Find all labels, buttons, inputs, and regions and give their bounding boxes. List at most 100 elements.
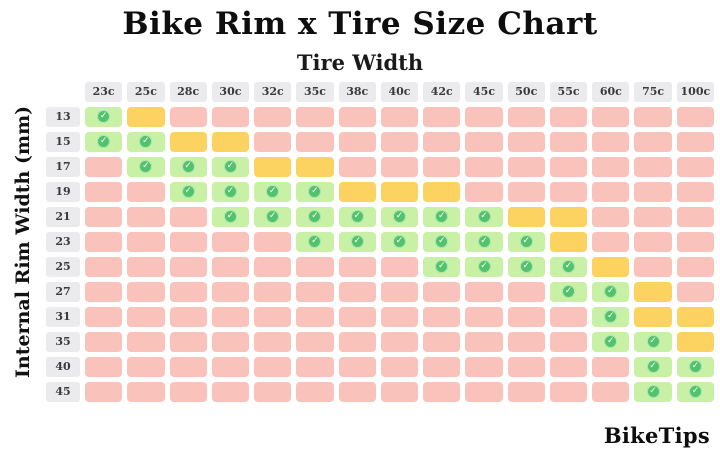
check-icon: ✓ xyxy=(350,235,364,249)
check-icon: ✓ xyxy=(477,210,491,224)
grid-cell xyxy=(254,306,292,327)
check-icon: ✓ xyxy=(562,285,576,299)
grid-cell xyxy=(296,106,334,127)
grid-cell xyxy=(423,306,461,327)
check-icon: ✓ xyxy=(181,160,195,174)
grid-cell: ✓ xyxy=(549,281,588,302)
grid-cell xyxy=(338,156,376,177)
grid-cell xyxy=(676,256,714,277)
grid-cell xyxy=(423,156,461,177)
grid-cell: ✓ xyxy=(169,181,207,202)
grid-cell xyxy=(169,131,207,152)
grid-cell xyxy=(423,381,461,402)
grid-cell xyxy=(507,131,545,152)
grid-cell xyxy=(592,356,630,377)
grid-cell: ✓ xyxy=(127,131,165,152)
grid-cell xyxy=(296,131,334,152)
grid-cell xyxy=(423,281,461,302)
grid-cell xyxy=(127,306,165,327)
check-icon: ✓ xyxy=(392,235,406,249)
grid-cell xyxy=(592,131,630,152)
grid-cell xyxy=(338,131,376,152)
col-header: 35c xyxy=(296,81,334,102)
grid-cell xyxy=(169,256,207,277)
grid-cell xyxy=(85,356,123,377)
grid-cell xyxy=(127,231,165,252)
grid-corner-spacer xyxy=(46,82,80,102)
grid-cell xyxy=(127,181,165,202)
grid-cell xyxy=(211,131,250,152)
grid-cell xyxy=(676,106,714,127)
grid-cell xyxy=(592,181,630,202)
grid-cell: ✓ xyxy=(211,181,250,202)
grid-cell xyxy=(211,231,250,252)
grid-cell: ✓ xyxy=(423,206,461,227)
check-icon: ✓ xyxy=(519,260,533,274)
grid-cell xyxy=(507,381,545,402)
grid-cell xyxy=(465,356,503,377)
col-header: 100c xyxy=(676,81,714,102)
check-icon: ✓ xyxy=(266,185,280,199)
grid-cell: ✓ xyxy=(211,206,250,227)
grid-cell xyxy=(676,306,714,327)
grid-cell xyxy=(338,181,376,202)
col-header: 42c xyxy=(423,81,461,102)
row-label: 27 xyxy=(46,281,80,302)
grid-cell xyxy=(634,106,672,127)
grid-cell xyxy=(169,231,207,252)
check-icon: ✓ xyxy=(308,210,322,224)
grid-cell xyxy=(676,231,714,252)
grid-cell xyxy=(380,331,419,352)
grid-cell: ✓ xyxy=(465,206,503,227)
grid-cell xyxy=(296,281,334,302)
check-icon: ✓ xyxy=(646,360,660,374)
check-icon: ✓ xyxy=(646,385,660,399)
compatibility-grid: 23c 25c 28c 30c 32c 35c 38c 40c 42c 45c 50c 55c 60c 7… xyxy=(46,81,714,402)
grid-cell xyxy=(549,181,588,202)
check-icon: ✓ xyxy=(604,285,618,299)
grid-cell: ✓ xyxy=(676,356,714,377)
brand-logo: BikeTips xyxy=(603,423,710,448)
grid-cell xyxy=(592,106,630,127)
check-icon: ✓ xyxy=(688,360,702,374)
grid-cell: ✓ xyxy=(423,231,461,252)
grid-cell xyxy=(254,381,292,402)
grid-cell xyxy=(549,156,588,177)
col-header: 75c xyxy=(634,81,672,102)
row-label: 25 xyxy=(46,256,80,277)
grid-cell: ✓ xyxy=(465,256,503,277)
check-icon: ✓ xyxy=(392,210,406,224)
grid-cell xyxy=(465,106,503,127)
check-icon: ✓ xyxy=(688,385,702,399)
check-icon: ✓ xyxy=(223,185,237,199)
grid-cell: ✓ xyxy=(634,381,672,402)
grid-cell xyxy=(380,181,419,202)
grid-cell xyxy=(507,181,545,202)
check-icon: ✓ xyxy=(97,110,111,124)
grid-cell xyxy=(338,356,376,377)
grid-cell xyxy=(634,306,672,327)
grid-cell xyxy=(676,181,714,202)
col-header: 23c xyxy=(85,81,123,102)
grid-cell xyxy=(507,156,545,177)
grid-cell: ✓ xyxy=(338,206,376,227)
check-icon: ✓ xyxy=(519,235,533,249)
grid-cell: ✓ xyxy=(465,231,503,252)
grid-cell xyxy=(85,306,123,327)
grid-cell xyxy=(676,206,714,227)
check-icon: ✓ xyxy=(223,160,237,174)
grid-cell xyxy=(85,256,123,277)
grid-cell xyxy=(380,356,419,377)
grid-cell: ✓ xyxy=(634,356,672,377)
grid-cell xyxy=(423,356,461,377)
row-label: 31 xyxy=(46,306,80,327)
grid-cell xyxy=(211,381,250,402)
grid-cell xyxy=(380,256,419,277)
grid-cell xyxy=(676,156,714,177)
grid-cell xyxy=(549,356,588,377)
grid-cell: ✓ xyxy=(169,156,207,177)
row-label: 40 xyxy=(46,356,80,377)
check-icon: ✓ xyxy=(435,210,449,224)
grid-cell xyxy=(592,231,630,252)
